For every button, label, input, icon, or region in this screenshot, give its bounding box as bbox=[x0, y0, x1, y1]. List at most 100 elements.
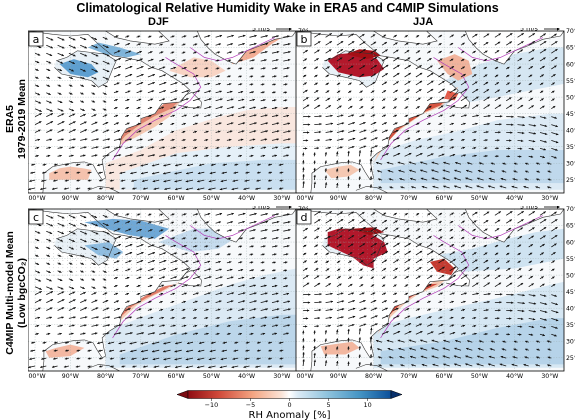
land-baffin bbox=[373, 209, 438, 223]
coastline bbox=[373, 31, 438, 45]
rh-anomaly-land bbox=[84, 218, 170, 239]
panel-letter: a bbox=[33, 33, 40, 46]
panel-letter: c bbox=[33, 211, 39, 224]
coastline-cuba bbox=[87, 364, 120, 371]
lat-tick-label: 65°N bbox=[566, 222, 575, 230]
panel-letter-box bbox=[28, 209, 44, 225]
coastline bbox=[54, 228, 117, 266]
colorbar-ticks: −10 −5 0 5 10 bbox=[205, 398, 372, 409]
colorbar-extend-min bbox=[176, 390, 189, 399]
wind-scale-label: 5 m/s bbox=[252, 206, 270, 211]
coastline bbox=[28, 209, 191, 371]
land-baffin bbox=[373, 31, 438, 45]
lon-tick-label: 80°W bbox=[365, 372, 382, 380]
rh-anomaly-land bbox=[327, 52, 385, 78]
rh-anomaly-field bbox=[437, 54, 473, 81]
lon-tick-label: 30°W bbox=[273, 194, 290, 202]
lon-tick-label: 30°W bbox=[273, 372, 290, 380]
lon-tick-label: 70°W bbox=[400, 194, 417, 202]
wind-scale-label: 5 m/s bbox=[252, 28, 270, 33]
rh-anomaly-field bbox=[49, 166, 92, 180]
map-panel-c: c5 m/s100°W90°W80°W70°W60°W50°W40°W30°W7… bbox=[28, 206, 308, 380]
map-frame bbox=[296, 208, 565, 372]
lat-tick-label: 40°N bbox=[566, 126, 575, 134]
rh-anomaly-land bbox=[430, 258, 455, 276]
colorbar-tick-label: 0 bbox=[287, 401, 291, 409]
panel-letter: d bbox=[301, 211, 308, 224]
colorbar-tick-label: −5 bbox=[246, 401, 255, 409]
lat-tick-label: 70°N bbox=[566, 28, 575, 35]
column-label-jja: JJA bbox=[413, 16, 434, 28]
row-label-c4mip: C4MIP Multi-model Mean (Low bgcCO₂) bbox=[4, 231, 28, 355]
graticule bbox=[296, 209, 564, 371]
rh-anomaly-field bbox=[320, 341, 360, 355]
lon-tick-label: 50°W bbox=[471, 194, 488, 202]
lat-tick-label: 30°N bbox=[566, 159, 575, 167]
colorbar-gradient bbox=[187, 390, 392, 399]
rh-anomaly-field bbox=[133, 159, 296, 190]
colorbar-tick-label: 5 bbox=[326, 401, 330, 409]
lon-tick-label: 100°W bbox=[28, 194, 46, 202]
colorbar-tick-label: 10 bbox=[364, 401, 372, 409]
lon-tick-label: 100°W bbox=[296, 372, 314, 380]
lon-tick-label: 30°W bbox=[541, 194, 558, 202]
coastline bbox=[105, 209, 170, 223]
map-panel-d: d 5 m/s 100°W 90°W 80°W 70°W 60°W 50°W 40°W 30°W 7… bbox=[296, 206, 575, 380]
lon-tick-label: 50°W bbox=[203, 372, 220, 380]
lon-tick-label: 90°W bbox=[62, 194, 79, 202]
wind-vectors bbox=[302, 32, 559, 189]
row-label-era5: ERA5 1979-2019 Mean bbox=[4, 79, 28, 159]
wind-vectors bbox=[28, 212, 291, 369]
colorbar-tick-label: −10 bbox=[205, 401, 219, 409]
lon-tick-label: 100°W bbox=[28, 372, 46, 380]
magenta-contour bbox=[380, 57, 470, 161]
rh-anomaly-field bbox=[45, 344, 85, 358]
lat-tick-label: 65°N bbox=[566, 44, 575, 52]
colorbar-label: RH Anomaly [%] bbox=[249, 410, 331, 420]
lat-tick-label: 30°N bbox=[566, 337, 575, 345]
wind-scale-label: 5 m/s bbox=[520, 206, 538, 211]
rh-anomaly-land bbox=[59, 59, 99, 78]
lat-tick-label: 25°N bbox=[566, 354, 575, 362]
rh-anomaly-field bbox=[380, 318, 564, 365]
coastline bbox=[373, 209, 438, 223]
coastline bbox=[105, 31, 170, 45]
colorbar: −10 −5 0 5 10 RH Anomaly [%] bbox=[176, 390, 403, 420]
coastline bbox=[28, 31, 191, 193]
panel-letter: b bbox=[301, 33, 308, 46]
coastline bbox=[322, 228, 385, 266]
magenta-contour bbox=[380, 235, 470, 339]
lon-tick-label: 40°W bbox=[238, 372, 255, 380]
coastline bbox=[54, 50, 117, 88]
lon-tick-label: 60°W bbox=[168, 194, 185, 202]
lon-tick-label: 50°W bbox=[203, 194, 220, 202]
lat-tick-label: 50°N bbox=[566, 93, 575, 101]
coastline bbox=[178, 91, 202, 109]
lat-tick-label: 35°N bbox=[566, 143, 575, 151]
coastline bbox=[446, 269, 470, 287]
wind-vectors bbox=[28, 34, 291, 191]
coastline bbox=[296, 31, 459, 193]
coastline bbox=[322, 50, 385, 88]
magenta-contour bbox=[189, 37, 275, 62]
panel-letter-box bbox=[296, 31, 312, 47]
rh-anomaly-land bbox=[327, 228, 388, 269]
rh-anomaly-field bbox=[377, 275, 452, 335]
lat-tick-label: 60°N bbox=[566, 60, 575, 68]
lon-tick-label: 70°W bbox=[132, 372, 149, 380]
lat-tick-label: 55°N bbox=[566, 255, 575, 263]
lat-tick-label: 55°N bbox=[566, 77, 575, 85]
lon-tick-label: 90°W bbox=[330, 372, 347, 380]
land-baffin bbox=[105, 31, 170, 45]
lat-tick-label: 45°N bbox=[566, 110, 575, 118]
coastline-cuba bbox=[87, 186, 120, 193]
lat-tick-label: 50°N bbox=[566, 271, 575, 279]
lon-tick-label: 80°W bbox=[97, 372, 114, 380]
lat-tick-label: 40°N bbox=[566, 304, 575, 312]
lat-tick-label: 45°N bbox=[566, 288, 575, 296]
graticule bbox=[28, 209, 296, 371]
lon-tick-label: 40°W bbox=[238, 194, 255, 202]
column-label-djf: DJF bbox=[148, 16, 169, 28]
panel-letter-box bbox=[28, 31, 44, 47]
lon-tick-label: 100°W bbox=[296, 194, 314, 202]
